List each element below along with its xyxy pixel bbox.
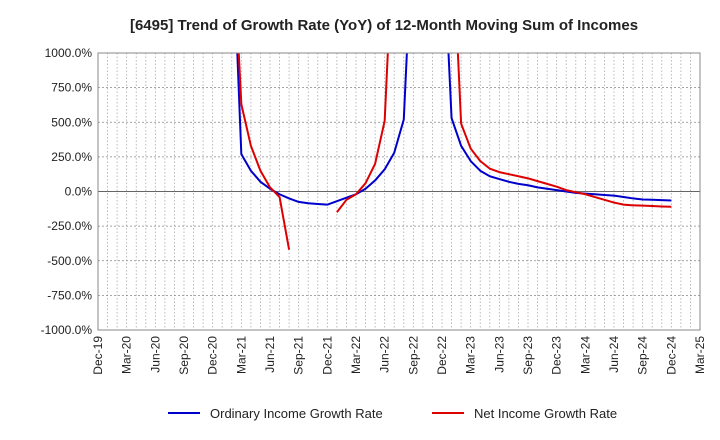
- legend-label: Net Income Growth Rate: [474, 406, 617, 421]
- y-tick-label: -500.0%: [47, 254, 92, 268]
- y-tick-label: 1000.0%: [45, 46, 93, 60]
- x-tick-label: Mar-20: [120, 336, 134, 374]
- x-tick-label: Dec-19: [91, 336, 105, 375]
- x-tick-label: Sep-21: [292, 336, 306, 375]
- x-tick-label: Jun-23: [492, 336, 506, 373]
- x-tick-label: Mar-23: [464, 336, 478, 374]
- y-tick-label: 0.0%: [65, 185, 93, 199]
- x-tick-label: Dec-21: [320, 336, 334, 375]
- y-tick-label: 250.0%: [51, 150, 92, 164]
- x-tick-label: Jun-21: [263, 336, 277, 373]
- x-tick-label: Jun-24: [607, 336, 621, 373]
- x-tick-label: Dec-22: [435, 336, 449, 375]
- y-tick-label: 500.0%: [51, 115, 92, 129]
- x-tick-label: Sep-24: [636, 336, 650, 375]
- x-tick-label: Mar-22: [349, 336, 363, 374]
- x-tick-label: Sep-22: [406, 336, 420, 375]
- x-tick-label: Sep-20: [177, 336, 191, 375]
- x-tick-label: Mar-25: [693, 336, 707, 374]
- legend-label: Ordinary Income Growth Rate: [210, 406, 383, 421]
- x-tick-label: Mar-24: [578, 336, 592, 374]
- y-tick-label: -1000.0%: [41, 323, 93, 337]
- y-tick-label: -250.0%: [47, 219, 92, 233]
- x-tick-label: Jun-22: [378, 336, 392, 373]
- y-tick-label: 750.0%: [51, 81, 92, 95]
- y-tick-label: -750.0%: [47, 288, 92, 302]
- y-axis: 1000.0% 750.0% 500.0% 250.0% 0.0% -250.0% -500…: [41, 46, 93, 337]
- x-tick-label: Sep-23: [521, 336, 535, 375]
- series-group: [236, 53, 672, 250]
- x-tick-label: Dec-23: [550, 336, 564, 375]
- series-line-0: [236, 53, 672, 206]
- grid: [98, 53, 700, 330]
- chart-title: [6495] Trend of Growth Rate (YoY) of 12-…: [130, 17, 638, 34]
- x-tick-label: Jun-20: [148, 336, 162, 373]
- plot-frame: [97, 52, 701, 331]
- x-axis: Dec-19 Mar-20 Jun-20 Sep-20 Dec-20 Mar-21 Jun-…: [91, 336, 707, 375]
- legend: Ordinary Income Growth Rate Net Income Gr…: [168, 406, 617, 421]
- x-tick-label: Dec-24: [664, 336, 678, 375]
- series-line-1: [237, 53, 672, 250]
- x-tick-label: Mar-21: [234, 336, 248, 374]
- x-tick-label: Dec-20: [206, 336, 220, 375]
